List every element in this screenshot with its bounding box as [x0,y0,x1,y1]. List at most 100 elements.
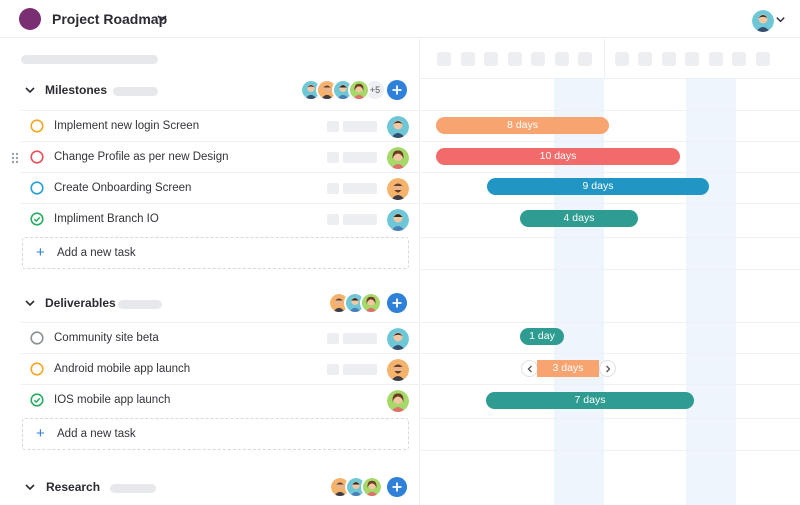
project-title[interactable]: Project Roadmap [52,11,168,27]
plus-icon: + [36,425,45,442]
task-row[interactable]: Change Profile as per new Design [11,141,420,172]
add-task-button[interactable]: + Add a new task [22,237,409,269]
task-row[interactable]: Android mobile app launch [21,353,420,384]
group-title: Research [46,480,101,494]
plus-icon [392,482,402,492]
day-label-placeholder [615,52,629,66]
task-row[interactable]: Impliment Branch IO [21,203,420,234]
add-member-button[interactable] [387,477,407,497]
avatar [360,292,382,314]
cell-placeholder [343,333,377,344]
task-bar-selected[interactable]: 3 days [537,360,599,377]
task-name[interactable]: IOS mobile app launch [54,394,171,406]
task-name[interactable]: Impliment Branch IO [54,213,159,225]
assignee-avatar[interactable] [387,328,409,350]
cell-placeholder [327,333,339,344]
task-name[interactable]: Community site beta [54,332,159,344]
status-review-icon[interactable] [30,181,44,195]
weekend-column [554,79,604,505]
chevron-down-icon[interactable] [24,297,36,309]
row-divider [421,110,800,111]
add-task-label: Add a new task [57,247,136,259]
member-avatars[interactable]: +5 [300,79,386,101]
avatar [361,476,383,498]
plus-icon [392,85,402,95]
cell-placeholder [343,152,377,163]
group-header-milestones[interactable]: Milestones +5 [0,74,420,107]
member-avatars[interactable] [329,476,383,498]
group-title: Deliverables [45,296,116,310]
avatar [345,476,367,498]
day-label-placeholder [638,52,652,66]
drag-handle-icon[interactable] [11,152,19,164]
status-in-progress-icon[interactable] [30,119,44,133]
task-bar[interactable]: 9 days [487,178,709,195]
row-divider [421,172,800,173]
task-row[interactable]: Implement new login Screen [21,110,420,141]
group-meta-placeholder [118,300,162,309]
chevron-right-icon[interactable] [599,360,616,377]
plus-icon [392,298,402,308]
task-bar[interactable]: 10 days [436,148,680,165]
row-divider [421,353,800,354]
week-separator [604,39,605,79]
task-name[interactable]: Change Profile as per new Design [54,151,229,163]
row-divider [421,418,800,419]
task-row[interactable]: IOS mobile app launch [21,384,420,415]
add-task-label: Add a new task [57,428,136,440]
chevron-down-icon[interactable] [24,481,36,493]
search-placeholder-bar [21,55,158,64]
add-member-button[interactable] [387,80,407,100]
cell-placeholder [327,152,339,163]
status-todo-icon[interactable] [30,331,44,345]
add-task-button[interactable]: + Add a new task [22,418,409,450]
cell-placeholder [343,121,377,132]
member-avatars[interactable] [328,292,382,314]
day-label-placeholder [685,52,699,66]
status-done-icon[interactable] [30,212,44,226]
row-divider [421,203,800,204]
chevron-down-icon[interactable] [156,12,168,24]
day-label-placeholder [508,52,522,66]
assignee-avatar[interactable] [387,209,409,231]
logo-icon[interactable] [19,8,41,30]
assignee-avatar[interactable] [387,116,409,138]
status-in-progress-icon[interactable] [30,362,44,376]
gantt-timeline: 8 days 10 days 9 days 4 days 1 day 3 day… [421,39,800,505]
task-row[interactable]: Create Onboarding Screen [21,172,420,203]
add-member-button[interactable] [387,293,407,313]
task-bar[interactable]: 4 days [520,210,638,227]
assignee-avatar[interactable] [387,147,409,169]
task-name[interactable]: Android mobile app launch [54,363,191,375]
task-bar[interactable]: 1 day [520,328,564,345]
row-divider [421,384,800,385]
group-header-research[interactable]: Research [0,471,420,504]
task-name[interactable]: Implement new login Screen [54,120,200,132]
task-row[interactable]: Community site beta [21,322,420,353]
row-divider [421,269,800,270]
day-label-placeholder [709,52,723,66]
assignee-avatar[interactable] [387,390,409,412]
assignee-avatar[interactable] [387,178,409,200]
plus-icon: + [36,244,45,261]
task-list-panel: Milestones +5 Implement new login Screen [0,39,420,505]
chevron-down-icon[interactable] [24,84,36,96]
cell-placeholder [327,183,339,194]
day-label-placeholder [437,52,451,66]
user-avatar[interactable] [752,10,774,32]
chevron-down-icon[interactable] [775,14,786,25]
task-bar[interactable]: 8 days [436,117,609,134]
day-label-placeholder [531,52,545,66]
status-blocked-icon[interactable] [30,150,44,164]
assignee-avatar[interactable] [387,359,409,381]
task-bar[interactable]: 7 days [486,392,694,409]
cell-placeholder [327,121,339,132]
group-title: Milestones [45,83,108,97]
task-name[interactable]: Create Onboarding Screen [54,182,192,194]
status-done-icon[interactable] [30,393,44,407]
group-meta-placeholder [110,484,156,493]
group-header-deliverables[interactable]: Deliverables [0,287,420,320]
day-label-placeholder [756,52,770,66]
day-label-placeholder [732,52,746,66]
chevron-left-icon[interactable] [521,360,538,377]
